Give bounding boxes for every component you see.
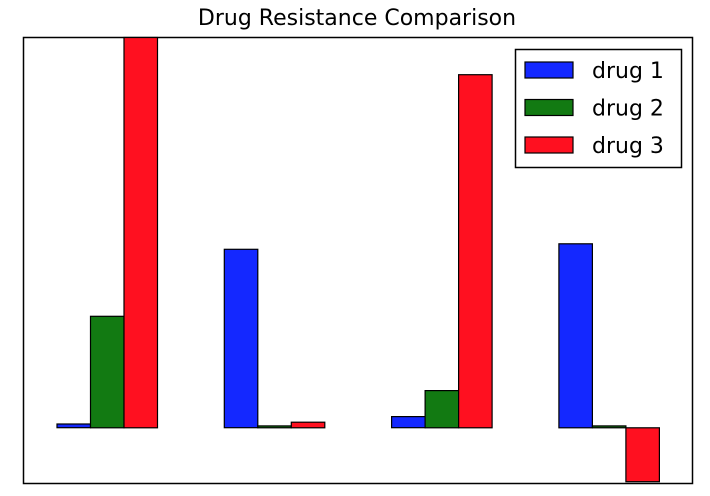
bar-1-group-4 xyxy=(558,243,594,429)
legend-label-3: drug 3 xyxy=(592,134,664,159)
bar-3-group-1 xyxy=(123,36,159,429)
bar-2-group-4 xyxy=(591,425,627,429)
bar-3-group-4 xyxy=(625,427,661,483)
bar-2-group-1 xyxy=(89,315,125,429)
legend-items: drug 1 drug 2 drug 3 xyxy=(524,59,664,159)
chart-title: Drug Resistance Comparison xyxy=(198,6,516,31)
legend-swatch-1 xyxy=(524,61,574,79)
bar-1-group-3 xyxy=(391,416,426,429)
legend-label-2: drug 2 xyxy=(592,97,664,122)
legend-label-1: drug 1 xyxy=(592,59,664,84)
bar-2-group-3 xyxy=(424,390,460,429)
bar-3-group-3 xyxy=(458,74,493,429)
bar-3-group-2 xyxy=(290,421,326,429)
bars-layer xyxy=(56,36,661,483)
legend-swatch-2 xyxy=(524,98,574,117)
bar-2-group-2 xyxy=(257,425,292,429)
legend: drug 1 drug 2 drug 3 xyxy=(514,48,683,169)
bar-1-group-1 xyxy=(56,423,92,429)
legend-swatch-3 xyxy=(524,136,574,154)
bar-1-group-2 xyxy=(223,248,259,429)
